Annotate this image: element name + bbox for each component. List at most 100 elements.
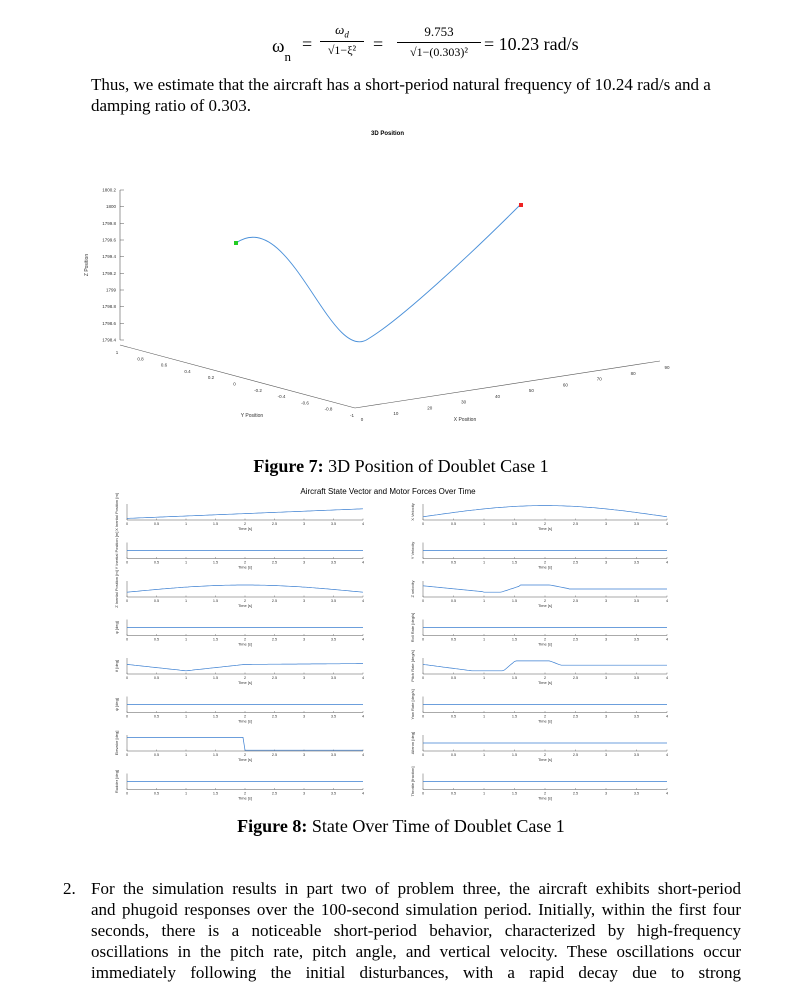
subplot-series-line	[422, 584, 667, 593]
y-axis-label: Y Position	[241, 413, 264, 419]
time-tick-label: 0.5	[154, 792, 159, 796]
time-axis-label: Time [s]	[238, 719, 252, 724]
time-tick-label: 1.5	[512, 715, 517, 719]
time-tick-label: 3	[303, 522, 305, 526]
time-tick-label: 1.5	[213, 676, 218, 680]
time-tick-label: 2.5	[573, 561, 578, 565]
time-tick-label: 0	[126, 599, 128, 603]
time-tick-label: 2.5	[573, 792, 578, 796]
list-line: immediately following the initial distur…	[91, 963, 741, 982]
time-tick-label: 0	[422, 676, 424, 680]
time-tick-label: 1.5	[213, 599, 218, 603]
time-tick-label: 2	[244, 561, 246, 565]
list-number: 2.	[63, 879, 76, 898]
y-tick-label: -0.4	[278, 394, 286, 399]
time-tick-label: 1	[483, 638, 485, 642]
time-tick-label: 2	[544, 753, 546, 757]
fraction-2-bar	[397, 42, 481, 43]
time-tick-label: 1	[185, 522, 187, 526]
omega-symbol: ω	[272, 36, 285, 57]
subplot-series-line	[126, 508, 364, 519]
time-axis-label: Time [s]	[238, 526, 252, 531]
figure-8-caption-text: State Over Time of Doublet Case 1	[307, 816, 565, 836]
time-tick-label: 1	[483, 561, 485, 565]
time-tick-label: 3.5	[331, 753, 336, 757]
time-tick-label: 2.5	[573, 715, 578, 719]
time-tick-label: 3.5	[331, 522, 336, 526]
time-tick-label: 0.5	[451, 753, 456, 757]
x-tick-label: 10	[393, 411, 399, 416]
z-tick-label: 1800.2	[102, 188, 116, 193]
time-tick-label: 4	[666, 522, 668, 526]
y-tick-label: -1	[350, 413, 354, 418]
time-tick-label: 3.5	[331, 638, 336, 642]
time-tick-label: 3	[605, 522, 607, 526]
fraction-1-bar	[320, 40, 364, 42]
equation: ωn = ωd √1−ξ² = 9.753 √1−(0.303)² = 10.2…	[0, 22, 802, 82]
time-tick-label: 1	[483, 522, 485, 526]
time-tick-label: 0.5	[451, 561, 456, 565]
time-tick-label: 1.5	[512, 561, 517, 565]
trajectory-line	[235, 204, 521, 343]
time-tick-label: 1.5	[512, 676, 517, 680]
time-tick-label: 0.5	[154, 753, 159, 757]
end-marker	[519, 203, 523, 207]
time-tick-label: 0.5	[154, 561, 159, 565]
fraction-2-numerator: 9.753	[424, 24, 454, 39]
time-tick-label: 3	[605, 792, 607, 796]
time-tick-label: 2.5	[573, 676, 578, 680]
time-tick-label: 4	[666, 676, 668, 680]
time-tick-label: 4	[362, 638, 364, 642]
list-line: seconds, there is a noticeable short-per…	[91, 921, 741, 940]
time-axis-label: Time [s]	[238, 796, 252, 801]
time-tick-label: 0	[422, 561, 424, 565]
time-tick-label: 3	[303, 715, 305, 719]
time-tick-label: 3.5	[634, 638, 639, 642]
time-tick-label: 1.5	[512, 638, 517, 642]
time-tick-label: 2	[244, 792, 246, 796]
start-marker	[234, 241, 238, 245]
time-tick-label: 0	[422, 753, 424, 757]
x-tick-label: 90	[664, 365, 670, 370]
time-tick-label: 1	[185, 676, 187, 680]
time-tick-label: 1	[483, 715, 485, 719]
time-tick-label: 1	[185, 792, 187, 796]
time-tick-label: 2	[244, 522, 246, 526]
time-tick-label: 0	[422, 792, 424, 796]
time-tick-label: 4	[362, 676, 364, 680]
time-tick-label: 3	[605, 561, 607, 565]
equation-result: = 10.23 rad/s	[484, 34, 579, 54]
time-tick-label: 1	[483, 599, 485, 603]
omega-n: ωn	[272, 36, 291, 64]
time-axis-label: Time [s]	[538, 757, 552, 762]
y-tick-label: 1	[116, 350, 119, 355]
time-tick-label: 2.5	[272, 599, 277, 603]
time-tick-label: 0.5	[154, 715, 159, 719]
time-tick-label: 1.5	[512, 522, 517, 526]
time-tick-label: 4	[362, 561, 364, 565]
time-tick-label: 2.5	[272, 676, 277, 680]
time-tick-label: 0.5	[451, 599, 456, 603]
time-tick-label: 3.5	[634, 676, 639, 680]
y-tick-label: -0.6	[301, 400, 309, 405]
z-tick-label: 1799.2	[102, 271, 116, 276]
time-tick-label: 3.5	[634, 599, 639, 603]
time-tick-label: 0.5	[451, 715, 456, 719]
time-tick-label: 0.5	[451, 522, 456, 526]
x-tick-label: 0	[361, 417, 364, 422]
figure-8: Aircraft State Vector and Motor Forces O…	[0, 484, 802, 804]
subplot-y-label: Y Velocity	[410, 542, 415, 560]
time-tick-label: 2	[544, 676, 546, 680]
time-axis-label: Time [s]	[538, 526, 552, 531]
time-tick-label: 3	[605, 715, 607, 719]
time-axis-label: Time [s]	[238, 603, 252, 608]
time-tick-label: 0	[126, 715, 128, 719]
x-axis-label: X Position	[454, 417, 477, 423]
time-axis-label: Time [s]	[238, 757, 252, 762]
time-tick-label: 0	[422, 638, 424, 642]
z-tick-label: 1798.6	[102, 321, 116, 326]
subplot-series-line	[126, 663, 363, 672]
subplot-y-label: Pitch Rate [deg/s]	[410, 650, 415, 682]
time-tick-label: 3	[605, 676, 607, 680]
time-tick-label: 3.5	[331, 599, 336, 603]
